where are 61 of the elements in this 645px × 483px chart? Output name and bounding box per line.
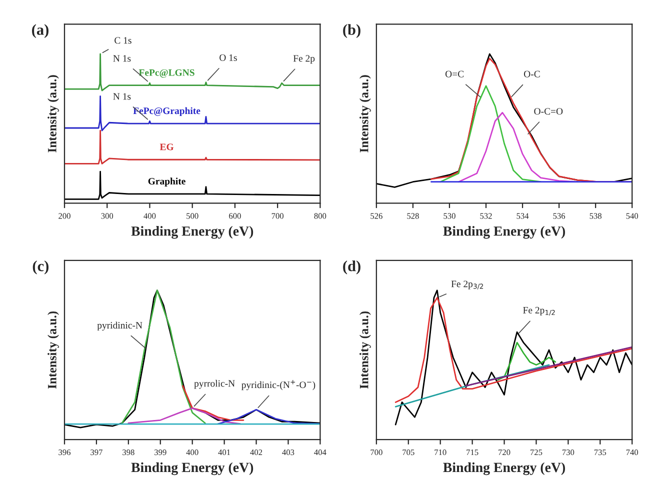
x-tick-label: 399	[154, 450, 166, 456]
x-tick-label: 398	[122, 449, 134, 456]
annotation: Fe 2p$_{3/2}$	[451, 280, 484, 290]
y-axis-title: Intensity (a.u.)	[48, 75, 59, 152]
x-tick-label: 700	[370, 449, 382, 456]
x-tick-label: 404	[314, 449, 326, 456]
x-tick-label: 600	[229, 213, 241, 219]
x-tick-label: 530	[444, 213, 456, 219]
y-axis-title: Intensity (a.u.)	[360, 311, 371, 389]
x-tick-label: 396	[58, 450, 70, 456]
annotation: C 1s	[114, 37, 132, 44]
chart-title: (a)	[32, 24, 48, 38]
x-tick-label: 532	[480, 213, 492, 219]
x-tick-label: 536	[553, 213, 566, 219]
chart-title: (d)	[343, 260, 360, 274]
x-tick-label: 705	[402, 449, 414, 456]
annotation: pyridinic-N	[97, 322, 142, 331]
annotation: N 1s	[113, 55, 131, 62]
x-tick-label: 200	[58, 213, 70, 219]
chart-title: (b)	[343, 24, 360, 38]
x-tick-label: 715	[466, 450, 478, 456]
y-axis-title: Intensity (a.u.)	[48, 311, 59, 389]
x-tick-label: 538	[590, 213, 602, 219]
y-axis-title: Intensity (a.u.)	[360, 75, 371, 152]
annotation: pyrrolic-N	[194, 380, 235, 389]
x-tick-label: 403	[282, 449, 294, 456]
x-axis-title: Binding Energy (eV)	[443, 462, 565, 476]
x-tick-label: 300	[101, 213, 114, 219]
x-tick-label: 725	[530, 450, 542, 456]
x-axis-title: Binding Energy (eV)	[131, 226, 254, 239]
x-tick-label: 800	[314, 213, 326, 219]
series-label: FePc@LGNS	[138, 69, 194, 78]
x-tick-label: 401	[218, 449, 230, 456]
series-label: Graphite	[148, 178, 186, 186]
x-axis-title: Binding Energy (eV)	[443, 226, 565, 239]
x-tick-label: 710	[434, 449, 446, 456]
x-tick-label: 402	[250, 449, 262, 456]
annotation: N 1s	[113, 93, 131, 100]
x-tick-label: 528	[407, 213, 419, 219]
x-tick-label: 730	[562, 449, 574, 456]
annotation: O 1s	[220, 54, 237, 61]
x-tick-label: 720	[498, 449, 510, 456]
series-label: EG	[160, 144, 174, 150]
x-tick-label: 400	[186, 449, 198, 456]
x-tick-label: 500	[186, 213, 198, 219]
annotation: Fe 2p	[293, 55, 315, 64]
x-tick-label: 735	[594, 450, 606, 456]
x-tick-label: 740	[626, 449, 638, 456]
x-tick-label: 397	[90, 450, 102, 456]
chart-title: (c)	[32, 260, 48, 274]
annotation: O-C=O	[534, 108, 563, 115]
x-tick-label: 400	[144, 213, 156, 219]
annotation: O-C	[524, 70, 540, 78]
x-tick-label: 700	[272, 213, 284, 219]
x-axis-title: Binding Energy (eV)	[131, 462, 254, 476]
annotation: pyridinic-(N$^{+}$-O$^{−}$)	[241, 380, 316, 390]
annotation: O=C	[445, 70, 464, 78]
annotation: Fe 2p$_{1/2}$	[523, 306, 555, 316]
x-tick-label: 540	[626, 213, 638, 219]
x-tick-label: 526	[370, 213, 382, 219]
x-tick-label: 534	[516, 213, 529, 219]
